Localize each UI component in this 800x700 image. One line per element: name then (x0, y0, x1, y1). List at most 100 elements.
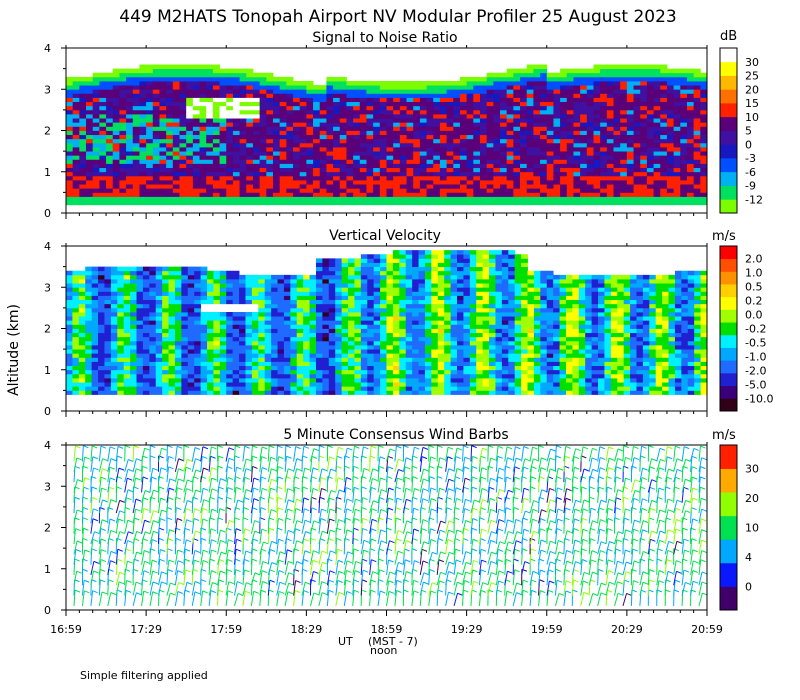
snr-cell (399, 159, 407, 164)
velocity-cell (130, 365, 137, 371)
velocity-cell (226, 320, 234, 325)
snr-cell (566, 85, 574, 90)
snr-cell (353, 122, 361, 127)
snr-cell (500, 188, 508, 193)
snr-cell (152, 171, 160, 177)
snr-cell (459, 163, 468, 169)
snr-cell (640, 76, 648, 82)
velocity-cell (239, 340, 246, 346)
velocity-cell (290, 283, 298, 288)
velocity-cell (239, 299, 246, 305)
snr-cell (306, 126, 314, 131)
snr-cell (106, 163, 114, 169)
velocity-cell (354, 353, 362, 358)
snr-cell (526, 64, 534, 70)
velocity-cell (271, 303, 278, 309)
snr-cell (513, 134, 521, 140)
snr-cell (513, 85, 521, 90)
velocity-cell (123, 390, 131, 395)
snr-cell (172, 105, 180, 111)
snr-cell (419, 167, 427, 173)
snr-cell (152, 122, 160, 127)
snr-cell (199, 85, 207, 90)
velocity-cell (258, 378, 266, 383)
snr-cell (459, 93, 468, 98)
snr-cell (413, 200, 421, 206)
snr-cell (453, 155, 461, 160)
snr-cell (272, 184, 281, 189)
velocity-cell (264, 328, 272, 334)
snr-cell (413, 151, 421, 156)
snr-cell (293, 163, 301, 169)
velocity-cell (181, 386, 189, 391)
velocity-cell (431, 283, 439, 288)
snr-cell (479, 192, 488, 197)
velocity-cell (232, 361, 240, 367)
velocity-cell (226, 349, 234, 354)
snr-cell (660, 192, 668, 197)
velocity-cell (264, 340, 272, 346)
velocity-cell (251, 328, 259, 334)
velocity-cell (181, 357, 189, 362)
velocity-cell (142, 386, 150, 391)
snr-cell (299, 122, 307, 127)
snr-cell (293, 122, 301, 127)
snr-cell (92, 138, 100, 144)
snr-cell (406, 147, 414, 152)
snr-cell (700, 93, 708, 98)
snr-cell (586, 188, 594, 193)
snr-cell (673, 163, 681, 169)
snr-cell (212, 126, 220, 131)
snr-cell (546, 126, 554, 131)
snr-cell (239, 184, 247, 189)
velocity-cell (194, 320, 202, 325)
snr-cell (479, 196, 488, 202)
snr-cell (366, 97, 374, 103)
snr-cell (640, 175, 648, 181)
snr-cell (339, 151, 347, 156)
snr-cell (626, 97, 634, 103)
velocity-cell (162, 320, 169, 325)
snr-cell (466, 175, 474, 181)
snr-cell (466, 126, 474, 131)
snr-cell (152, 68, 160, 74)
snr-cell (299, 151, 307, 156)
snr-cell (553, 76, 561, 82)
snr-cell (479, 93, 488, 98)
snr-cell (626, 142, 634, 148)
snr-cell (252, 171, 261, 177)
velocity-cell (367, 349, 375, 354)
snr-cell (633, 114, 641, 119)
snr-cell (600, 93, 608, 98)
snr-cell (126, 68, 134, 74)
snr-cell (119, 118, 127, 123)
snr-cell (426, 85, 434, 90)
velocity-cell (85, 386, 93, 391)
snr-cell (179, 68, 187, 74)
snr-cell (386, 97, 394, 103)
snr-cell (680, 200, 688, 206)
velocity-cell (431, 254, 439, 259)
velocity-cell (181, 340, 189, 346)
snr-cell (72, 163, 80, 169)
snr-cell (606, 76, 614, 82)
snr-cell (446, 134, 454, 140)
snr-cell (212, 184, 220, 189)
snr-cell (473, 159, 481, 164)
snr-cell (219, 118, 227, 123)
snr-cell (466, 196, 474, 202)
velocity-cell (136, 361, 144, 367)
snr-cell (92, 134, 100, 140)
snr-cell (313, 171, 321, 177)
velocity-cell (162, 324, 169, 329)
velocity-cell (245, 299, 253, 305)
velocity-cell (110, 316, 118, 321)
velocity-cell (213, 336, 221, 342)
snr-cell (386, 188, 394, 193)
velocity-cell (283, 373, 291, 379)
velocity-cell (392, 320, 400, 325)
velocity-cell (200, 340, 208, 346)
velocity-cell (322, 332, 330, 338)
velocity-cell (424, 361, 432, 367)
